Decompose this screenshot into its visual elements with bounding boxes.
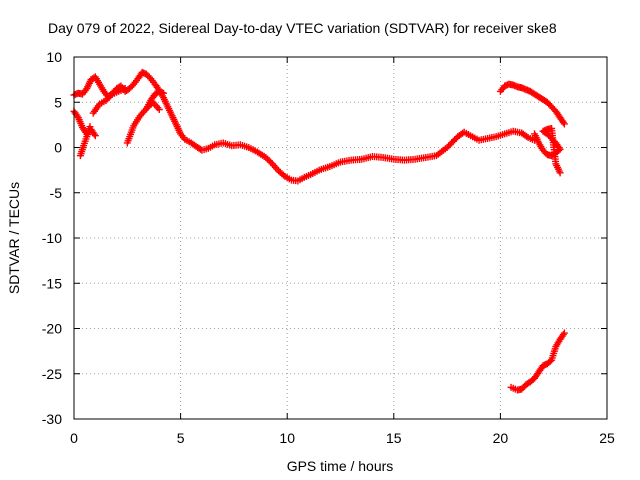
chart-title: Day 079 of 2022, Sidereal Day-to-day VTE… [48, 20, 557, 36]
series-0 [70, 68, 539, 185]
data-points [70, 68, 568, 394]
y-tick-label: -25 [42, 366, 62, 382]
data-point [263, 155, 271, 163]
series-3 [89, 85, 129, 117]
data-point [155, 105, 163, 113]
data-point [446, 140, 454, 148]
y-tick-label: 0 [54, 140, 62, 156]
data-point [448, 139, 456, 147]
data-point [559, 118, 567, 126]
y-tick-label: -15 [42, 275, 62, 291]
data-point [560, 329, 568, 337]
x-tick-label: 5 [177, 430, 185, 446]
data-point [449, 137, 457, 145]
data-point [86, 123, 94, 131]
y-tick-label: -10 [42, 230, 62, 246]
data-point [559, 331, 567, 339]
y-tick-label: -30 [42, 411, 62, 427]
data-point [102, 96, 110, 104]
x-tick-label: 10 [279, 430, 295, 446]
y-tick-label: -20 [42, 321, 62, 337]
series-5 [142, 87, 168, 113]
data-point [104, 95, 112, 103]
grid [74, 57, 607, 419]
data-point [121, 85, 129, 93]
series-8 [507, 329, 568, 394]
data-point [90, 130, 98, 138]
series-6 [496, 80, 568, 128]
data-point [262, 153, 270, 161]
y-axis-label: SDTVAR / TECUs [6, 182, 22, 294]
data-point [523, 132, 531, 140]
series-7 [531, 124, 564, 177]
plot-frame [73, 56, 608, 420]
y-tick-label: -5 [50, 185, 63, 201]
x-tick-label: 20 [493, 430, 509, 446]
data-point [105, 93, 113, 101]
data-point [91, 132, 99, 140]
data-point [160, 89, 168, 97]
data-point [107, 92, 115, 100]
x-axis-label: GPS time / hours [287, 458, 394, 474]
data-point [265, 157, 273, 165]
series-2 [76, 123, 94, 160]
data-point [445, 142, 453, 150]
data-point [443, 144, 451, 151]
x-tick-label: 0 [70, 430, 78, 446]
data-point [73, 112, 81, 120]
y-tick-label: 10 [46, 49, 62, 65]
data-point [560, 120, 568, 128]
data-point [267, 158, 275, 166]
data-point [556, 169, 564, 177]
x-tick-label: 25 [599, 430, 615, 446]
data-point [279, 171, 287, 179]
data-point [451, 136, 459, 144]
y-tick-label: 5 [54, 94, 62, 110]
x-tick-label: 15 [386, 430, 402, 446]
tick-labels: 0 5 10 15 20 25 -30 -25 -20 -15 -10 -5 0 5 10 [42, 49, 615, 446]
